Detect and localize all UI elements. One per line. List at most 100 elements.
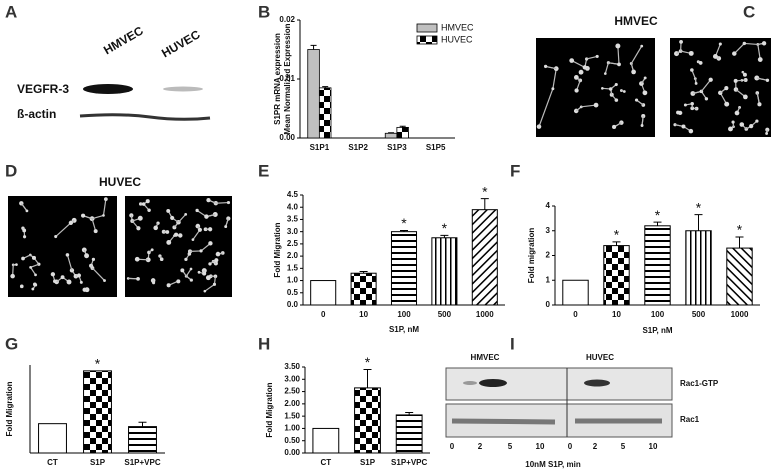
x-tick-label: 100 [397, 310, 411, 319]
lane-label: 10 [536, 442, 545, 451]
y-tick-label: 0.01 [279, 74, 295, 83]
cell-network [103, 197, 108, 202]
cell-network [184, 257, 188, 262]
cell-network [53, 279, 57, 284]
x-tick-label: 10 [359, 310, 368, 319]
x-axis-label: S1P, nM [642, 326, 672, 335]
cell-network [30, 263, 40, 268]
cell-network [681, 124, 686, 129]
lane-label: 2 [593, 442, 598, 451]
cell-network [208, 241, 213, 246]
cell-network [724, 101, 730, 107]
cell-network [698, 61, 703, 65]
legend-label: HUVEC [441, 34, 473, 44]
x-tick-label: 500 [438, 310, 452, 319]
y-tick-label: 0.0 [287, 300, 299, 309]
error-bar [653, 221, 662, 226]
cell-network [538, 88, 554, 127]
cell-network [91, 257, 96, 261]
y-tick-label: 4.5 [287, 190, 299, 199]
row-label: VEGFR-3 [17, 82, 69, 96]
cell-network [103, 279, 106, 282]
bar [562, 279, 589, 306]
lane-label: 5 [508, 442, 513, 451]
panel-letter: I [510, 334, 515, 353]
bar [83, 370, 112, 454]
cell-network [622, 90, 626, 93]
bar [685, 230, 712, 306]
cell-network [749, 124, 754, 129]
x-tick-label: 100 [651, 310, 665, 319]
blot-band [79, 113, 211, 121]
cell-network [166, 283, 171, 288]
bar [644, 225, 671, 306]
bar [350, 272, 377, 306]
x-tick-label: CT [320, 458, 331, 467]
y-tick-label: 1 [546, 275, 551, 284]
x-tick-label: 0 [573, 310, 578, 319]
cell-network [203, 289, 207, 293]
error-bar [405, 411, 414, 415]
blot-band [584, 379, 610, 387]
panel-letter: E [258, 161, 269, 180]
cell-network [185, 268, 192, 277]
y-tick-label: 1.0 [287, 276, 299, 285]
cell-network [55, 222, 72, 237]
cell-network [31, 287, 35, 291]
y-tick-label: 0.5 [287, 288, 299, 297]
x-tick-label: S1P2 [348, 143, 368, 152]
bar [384, 132, 398, 139]
cell-network [543, 64, 548, 69]
cell-network [694, 82, 698, 85]
x-tick-label: S1P1 [310, 143, 330, 152]
cell-network [136, 276, 140, 281]
row-label: ß-actin [17, 107, 56, 121]
cell-network [91, 214, 104, 220]
bar [307, 49, 320, 139]
cell-network [93, 229, 98, 234]
bar [128, 426, 157, 454]
row-label: Rac1 [680, 415, 700, 424]
cell-network [593, 102, 599, 108]
cell-network [34, 283, 38, 287]
cell-network [756, 77, 768, 81]
cell-network [578, 71, 582, 75]
error-bar [400, 229, 408, 232]
cell-network [582, 65, 588, 70]
blot-band [463, 381, 477, 385]
x-tick-label: CT [47, 458, 58, 467]
cell-network [643, 76, 647, 80]
x-tick-label: 0 [321, 310, 326, 319]
error-bar [310, 44, 317, 50]
cell-network [761, 41, 767, 46]
bar [310, 280, 337, 306]
y-tick-label: 2.00 [284, 399, 300, 408]
cell-network [573, 75, 579, 80]
cell-network [197, 227, 203, 232]
bar [318, 87, 332, 139]
panel-letter: F [510, 161, 520, 180]
blot-band [163, 86, 203, 92]
legend-label: HMVEC [441, 22, 474, 32]
x-tick-label: S1P+VPC [391, 458, 427, 467]
x-tick-label: S1P+VPC [124, 458, 160, 467]
cell-network [757, 57, 763, 62]
cell-network [84, 253, 90, 259]
bar [312, 427, 340, 454]
cell-network [744, 42, 758, 46]
cell-network [76, 273, 82, 278]
y-axis-label: Fold migration [527, 228, 536, 284]
cell-network [724, 86, 729, 91]
y-tick-label: 2.50 [284, 387, 300, 396]
cell-network [688, 128, 694, 134]
cell-network [197, 270, 201, 274]
cell-network [732, 51, 737, 56]
cell-network [765, 78, 770, 83]
blot-band [83, 84, 133, 94]
x-tick-label: 1000 [731, 310, 749, 319]
y-tick-label: 3 [546, 226, 551, 235]
cell-network [641, 116, 644, 126]
cell-network [178, 233, 183, 238]
cell-network [601, 87, 604, 90]
error-bar [138, 421, 147, 427]
